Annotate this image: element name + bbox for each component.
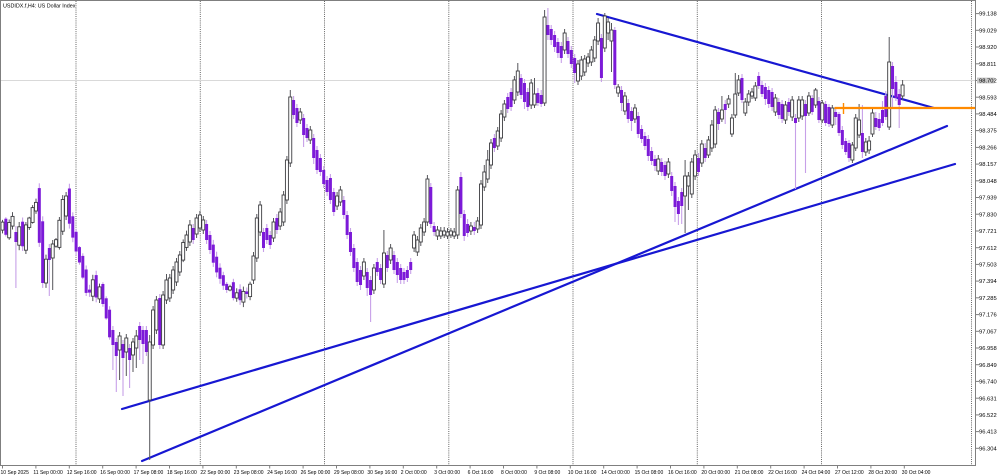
svg-text:27 Oct 12:00: 27 Oct 12:00 [835, 470, 864, 476]
svg-text:96.413: 96.413 [979, 430, 997, 436]
svg-text:30 Oct 04:00: 30 Oct 04:00 [902, 470, 931, 476]
svg-text:97.721: 97.721 [979, 229, 997, 235]
svg-text:28 Oct 20:00: 28 Oct 20:00 [868, 470, 897, 476]
svg-text:96.522: 96.522 [979, 413, 997, 419]
svg-text:98.920: 98.920 [979, 45, 997, 51]
svg-text:98.811: 98.811 [979, 62, 996, 68]
svg-text:21 Oct 08:00: 21 Oct 08:00 [735, 470, 764, 476]
svg-text:8 Oct 00:00: 8 Oct 00:00 [501, 470, 527, 476]
svg-text:6 Oct 16:00: 6 Oct 16:00 [468, 470, 494, 476]
svg-text:14 Oct 00:00: 14 Oct 00:00 [601, 470, 630, 476]
svg-text:22 Oct 16:00: 22 Oct 16:00 [768, 470, 797, 476]
svg-text:17 Sep 08:00: 17 Sep 08:00 [134, 470, 164, 476]
svg-text:97.939: 97.939 [979, 196, 997, 202]
svg-text:96.304: 96.304 [979, 446, 998, 452]
svg-text:20 Oct 00:00: 20 Oct 00:00 [701, 470, 730, 476]
svg-text:23 Sep 08:00: 23 Sep 08:00 [234, 470, 264, 476]
svg-text:96.631: 96.631 [979, 396, 997, 402]
svg-text:97.067: 97.067 [979, 329, 997, 335]
svg-text:12 Sep 16:00: 12 Sep 16:00 [67, 470, 97, 476]
svg-text:97.176: 97.176 [979, 313, 997, 319]
svg-text:10 Oct 16:00: 10 Oct 16:00 [568, 470, 597, 476]
svg-text:24 Sep 16:00: 24 Sep 16:00 [267, 470, 297, 476]
svg-text:97.394: 97.394 [979, 279, 998, 285]
svg-text:22 Sep 00:00: 22 Sep 00:00 [200, 470, 230, 476]
svg-text:10 Sep 2025: 10 Sep 2025 [1, 470, 30, 476]
svg-text:29 Sep 08:00: 29 Sep 08:00 [334, 470, 364, 476]
svg-text:97.285: 97.285 [979, 296, 997, 302]
svg-text:USDIDX.f,H4: US Dollar Index: USDIDX.f,H4: US Dollar Index [3, 4, 76, 10]
svg-text:98.702: 98.702 [979, 79, 997, 85]
svg-text:98.484: 98.484 [979, 112, 998, 118]
svg-text:97.503: 97.503 [979, 263, 997, 269]
svg-text:16 Oct 16:00: 16 Oct 16:00 [668, 470, 697, 476]
svg-text:11 Sep 00:00: 11 Sep 00:00 [33, 470, 63, 476]
svg-text:98.157: 98.157 [979, 162, 997, 168]
svg-text:98.375: 98.375 [979, 129, 997, 135]
svg-text:98.593: 98.593 [979, 95, 997, 101]
svg-text:30 Sep 16:00: 30 Sep 16:00 [367, 470, 397, 476]
svg-text:96.740: 96.740 [979, 380, 997, 386]
svg-text:97.612: 97.612 [979, 246, 997, 252]
svg-text:99.138: 99.138 [979, 12, 997, 18]
svg-text:26 Sep 00:00: 26 Sep 00:00 [301, 470, 331, 476]
svg-text:99.029: 99.029 [979, 28, 997, 34]
svg-text:15 Oct 08:00: 15 Oct 08:00 [635, 470, 664, 476]
svg-text:18 Sep 16:00: 18 Sep 16:00 [167, 470, 197, 476]
svg-text:96.958: 96.958 [979, 346, 997, 352]
svg-text:96.849: 96.849 [979, 363, 997, 369]
svg-text:97.830: 97.830 [979, 212, 997, 218]
svg-text:98.048: 98.048 [979, 179, 997, 185]
svg-text:98.266: 98.266 [979, 146, 997, 152]
svg-text:2 Oct 00:00: 2 Oct 00:00 [401, 470, 427, 476]
svg-text:3 Oct 00:00: 3 Oct 00:00 [434, 470, 460, 476]
svg-text:16 Sep 00:00: 16 Sep 00:00 [100, 470, 130, 476]
svg-text:9 Oct 08:00: 9 Oct 08:00 [534, 470, 560, 476]
svg-text:24 Oct 04:00: 24 Oct 04:00 [802, 470, 831, 476]
